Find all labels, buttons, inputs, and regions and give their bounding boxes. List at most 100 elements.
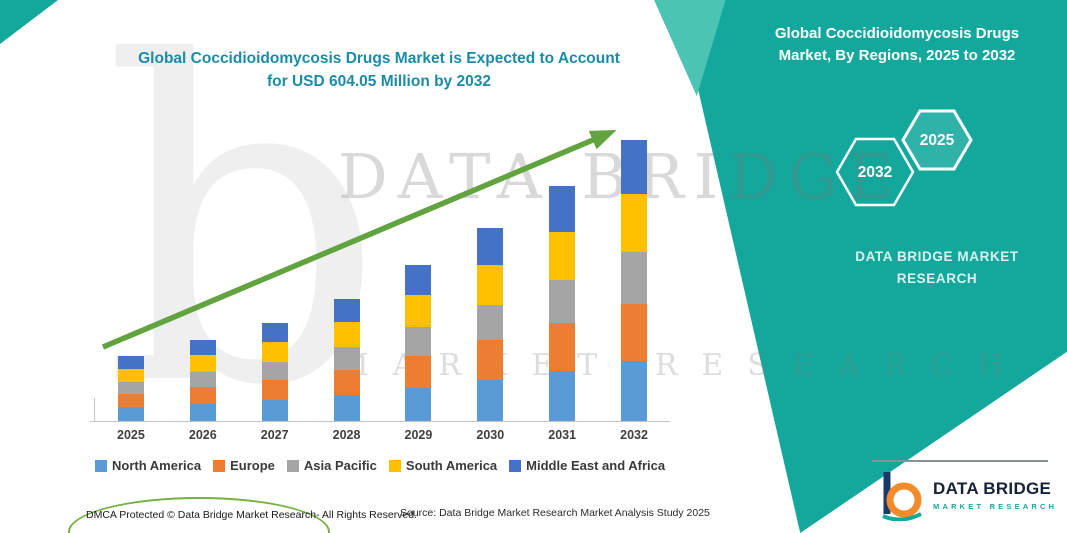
bar-segment-south-america: [477, 265, 504, 306]
data-bridge-b-icon: [882, 472, 922, 521]
stacked-bar-2029: [405, 130, 432, 421]
logo-subtitle: MARKET RESEARCH: [933, 502, 1058, 511]
bar-segment-south-america: [189, 354, 216, 372]
legend-swatch-asia-pacific: [286, 459, 299, 472]
bar-segment-north-america: [405, 387, 432, 421]
bar-column-2032: [598, 130, 670, 421]
bar-segment-south-america: [333, 322, 360, 348]
bar-segment-south-america: [261, 341, 288, 362]
legend-swatch-south-america: [388, 459, 401, 472]
chart-title: Global Coccidioidomycosis Drugs Market i…: [118, 47, 640, 94]
bar-segment-south-america: [117, 368, 144, 382]
bar-segment-middle-east-and-africa: [549, 185, 576, 232]
legend-label-south-america: South America: [405, 458, 498, 473]
stacked-bar-2028: [333, 130, 360, 421]
legend-swatch-middle-east-and-africa: [509, 459, 522, 472]
stacked-bar-2030: [477, 130, 504, 421]
x-axis-label-2031: 2031: [548, 428, 577, 442]
x-axis-label-2027: 2027: [260, 428, 289, 442]
bar-column-2025: [95, 130, 167, 421]
x-axis-label-2025: 2025: [117, 428, 145, 442]
dmca-notice: DMCA Protected © Data Bridge Market Rese…: [86, 509, 418, 521]
legend-label-middle-east-and-africa: Middle East and Africa: [526, 458, 666, 473]
bar-segment-south-america: [549, 231, 576, 280]
bar-segment-middle-east-and-africa: [477, 227, 504, 266]
bar-column-2028: [311, 130, 383, 421]
source-note: Source: Data Bridge Market Research Mark…: [400, 507, 710, 519]
chart-title-line2: for USD 604.05 Million by 2032: [267, 73, 491, 91]
legend-item-middle-east-and-africa: Middle East and Africa: [509, 458, 665, 473]
logo-text: DATA BRIDGE MARKET RESEARCH: [933, 479, 1057, 511]
bar-column-2027: [239, 130, 311, 421]
hexagon-2032-label: 2032: [858, 164, 892, 181]
legend-label-north-america: North America: [112, 458, 202, 473]
x-axis-label-2026: 2026: [188, 428, 217, 442]
logo-title: DATA BRIDGE: [933, 479, 1052, 498]
legend-item-europe: Europe: [213, 458, 275, 473]
bar-column-2026: [167, 130, 239, 421]
bar-segment-asia-pacific: [189, 371, 216, 388]
bar-segment-north-america: [621, 361, 648, 421]
bar-segment-europe: [261, 380, 288, 401]
market-research-watermark: MARKET RESEARCH: [338, 348, 1028, 383]
bar-segment-middle-east-and-africa: [405, 265, 432, 296]
bar-segment-north-america: [261, 400, 288, 421]
year-hexagons: 2032 2025: [835, 109, 973, 207]
x-axis-label-2028: 2028: [332, 428, 361, 442]
bar-segment-middle-east-and-africa: [117, 355, 144, 369]
bar-segment-middle-east-and-africa: [189, 339, 216, 355]
legend-label-asia-pacific: Asia Pacific: [303, 458, 377, 473]
bar-segment-europe: [333, 369, 360, 395]
stacked-bar-2026: [189, 130, 216, 421]
company-logo: DATA BRIDGE MARKET RESEARCH: [878, 469, 1057, 521]
banner-heading: Global Coccidioidomycosis Drugs Market, …: [774, 25, 1020, 64]
logo-divider-line: [872, 460, 1048, 462]
legend-item-north-america: North America: [95, 458, 201, 473]
bar-segment-middle-east-and-africa: [261, 323, 288, 342]
legend-item-asia-pacific: Asia Pacific: [286, 458, 377, 473]
bar-segment-north-america: [549, 371, 576, 421]
bar-column-2031: [526, 130, 598, 421]
legend-swatch-north-america: [95, 459, 107, 472]
y-axis-stub: [94, 398, 95, 421]
bar-segment-europe: [621, 303, 648, 362]
legend-label-europe: Europe: [230, 458, 275, 473]
bar-segment-asia-pacific: [405, 327, 432, 356]
x-axis-labels: 2025 2026 2027 2028 2029 2030 2031 2032: [95, 428, 670, 442]
bar-segment-asia-pacific: [261, 361, 288, 381]
bar-column-2029: [383, 130, 455, 421]
stacked-bar-2031: [549, 130, 576, 421]
bar-segment-europe: [189, 387, 216, 404]
bar-segment-middle-east-and-africa: [333, 299, 360, 323]
x-axis-line: [90, 421, 670, 422]
x-axis-label-2030: 2030: [476, 428, 505, 442]
bar-segment-asia-pacific: [549, 279, 576, 323]
bar-segment-middle-east-and-africa: [621, 139, 648, 195]
bar-segment-asia-pacific: [477, 305, 504, 341]
bar-segment-south-america: [405, 295, 432, 328]
hexagon-2025-shape: [901, 109, 973, 171]
bar-segment-europe: [117, 394, 144, 408]
stacked-bar-2025: [117, 130, 144, 421]
bar-segment-north-america: [477, 380, 504, 421]
banner-brand-name: DATA BRIDGE MARKET RESEARCH: [855, 249, 1019, 286]
hexagon-2025-label: 2025: [920, 132, 955, 149]
bar-segment-north-america: [117, 407, 144, 421]
bar-segment-europe: [477, 340, 504, 381]
hexagon-2032-shape: [835, 137, 915, 207]
stacked-bar-2032: [621, 130, 648, 421]
x-axis-label-2029: 2029: [404, 428, 433, 442]
bar-segment-asia-pacific: [621, 252, 648, 304]
x-axis-label-2032: 2032: [620, 428, 648, 442]
bar-segment-asia-pacific: [333, 347, 360, 370]
chart-title-line1: Global Coccidioidomycosis Drugs Market i…: [138, 50, 620, 67]
bar-segment-south-america: [621, 194, 648, 253]
bar-segment-europe: [549, 322, 576, 372]
legend-item-south-america: South America: [388, 458, 498, 473]
bar-segment-north-america: [189, 403, 216, 421]
top-left-corner-accent: [0, 0, 58, 44]
bar-column-2030: [454, 130, 526, 421]
legend-swatch-europe: [213, 459, 226, 472]
bar-segment-north-america: [333, 394, 360, 421]
